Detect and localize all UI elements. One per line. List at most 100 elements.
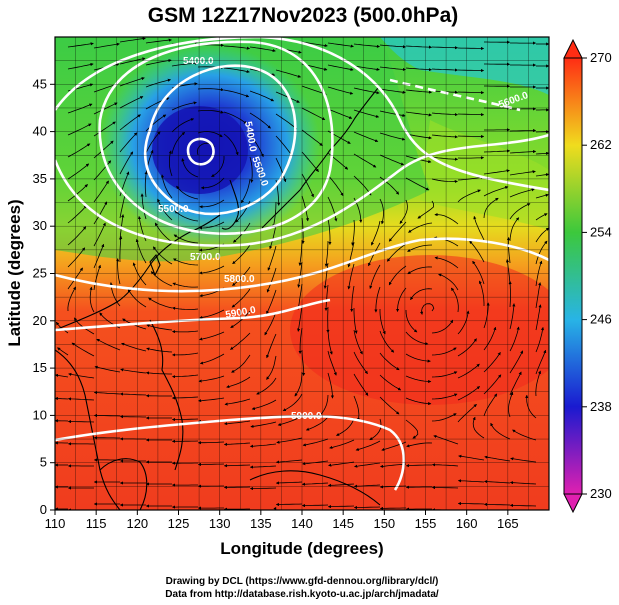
- streamline: [181, 158, 199, 178]
- streamline: [266, 333, 277, 359]
- streamline: [484, 455, 511, 462]
- streamline: [93, 102, 118, 115]
- streamline: [509, 188, 535, 198]
- x-axis-ticks: 110 115 120 125 130 135 140 145 150 155 160 165: [45, 510, 519, 531]
- streamline: [431, 46, 459, 50]
- streamline: [457, 46, 485, 51]
- x-axis-label: Longitude (degrees): [220, 539, 383, 558]
- streamline: [379, 463, 407, 468]
- streamline: [173, 234, 199, 244]
- streamline: [369, 418, 382, 441]
- y-axis-ticks: 0 5 10 15 20 25 30 35 40 45: [33, 76, 55, 517]
- streamline: [405, 177, 430, 191]
- streamline: [171, 306, 199, 310]
- y-tick-label: 15: [33, 360, 47, 375]
- streamline: [269, 223, 277, 250]
- streamline: [301, 129, 323, 146]
- streamline: [146, 347, 173, 353]
- streamline: [93, 180, 109, 203]
- streamline: [405, 67, 433, 72]
- streamline: [535, 227, 549, 243]
- streamline: [223, 133, 239, 156]
- coast-korea: [221, 179, 239, 230]
- streamline: [379, 330, 395, 353]
- streamline: [231, 354, 251, 373]
- streamline: [535, 240, 548, 265]
- streamline: [96, 338, 121, 351]
- streamline: [198, 375, 225, 383]
- streamline: [535, 349, 547, 375]
- streamline: [324, 284, 329, 312]
- streamline: [336, 417, 355, 436]
- y-tick-label: 5: [40, 455, 47, 470]
- streamline: [369, 264, 381, 290]
- streamline: [431, 156, 459, 161]
- streamline: [406, 442, 433, 448]
- coast-indochina: [55, 349, 121, 510]
- streamline: [535, 173, 549, 177]
- streamline: [535, 151, 549, 155]
- streamline: [249, 486, 277, 491]
- coast-philippines: [149, 319, 184, 471]
- streamline: [431, 463, 459, 467]
- contour-5900-north: [55, 298, 331, 332]
- x-tick-label: 110: [45, 516, 66, 531]
- streamline: [509, 481, 537, 485]
- colorbar-ticks: 230 238 246 254 262 270: [582, 50, 612, 501]
- streamline: [509, 503, 537, 507]
- streamline: [297, 305, 303, 332]
- y-tick-label: 10: [33, 407, 47, 422]
- x-tick-label: 140: [291, 516, 313, 531]
- streamline: [431, 393, 458, 400]
- x-tick-label: 130: [209, 516, 231, 531]
- coast-china: [55, 214, 221, 331]
- contour-5700: [55, 133, 549, 247]
- x-tick-label: 115: [86, 516, 107, 531]
- streamline: [301, 482, 329, 486]
- streamline: [266, 267, 277, 293]
- contour-5900-south: [55, 414, 405, 491]
- streamline: [405, 111, 432, 117]
- streamline: [67, 163, 90, 180]
- contour-5800: [55, 237, 549, 293]
- streamline: [457, 68, 485, 73]
- streamline: [317, 394, 329, 418]
- y-tick-label: 0: [40, 502, 47, 517]
- streamline: [119, 57, 146, 65]
- streamline: [127, 288, 147, 308]
- streamline: [67, 123, 92, 136]
- streamline: [535, 304, 542, 331]
- streamline: [405, 397, 432, 406]
- streamline: [490, 422, 511, 440]
- streamline: [457, 156, 485, 160]
- streamline: [483, 393, 498, 417]
- y-tick-label: 25: [33, 266, 47, 281]
- streamline: [145, 38, 172, 44]
- streamline: [145, 371, 172, 375]
- streamline: [145, 131, 161, 154]
- streamline: [67, 247, 86, 268]
- streamline: [535, 326, 545, 353]
- streamline: [327, 42, 354, 48]
- streamline: [144, 170, 148, 198]
- colorbar-top-arrow: [563, 38, 583, 59]
- streamline: [483, 197, 499, 219]
- streamline: [301, 504, 329, 508]
- streamline: [93, 160, 112, 181]
- streamline: [324, 240, 329, 268]
- streamline: [211, 156, 225, 177]
- streamline: [249, 90, 275, 102]
- streamline: [450, 287, 459, 313]
- streamline: [119, 96, 144, 109]
- streamline: [223, 111, 248, 125]
- streamline: [327, 108, 353, 119]
- streamline: [509, 217, 520, 242]
- streamline: [420, 303, 435, 315]
- cool-band-east: [380, 37, 549, 95]
- streamline: [388, 265, 407, 286]
- streamline: [417, 200, 435, 219]
- streamline: [250, 421, 277, 428]
- streamline: [200, 177, 225, 190]
- streamline: [431, 68, 459, 72]
- streamline: [457, 310, 470, 335]
